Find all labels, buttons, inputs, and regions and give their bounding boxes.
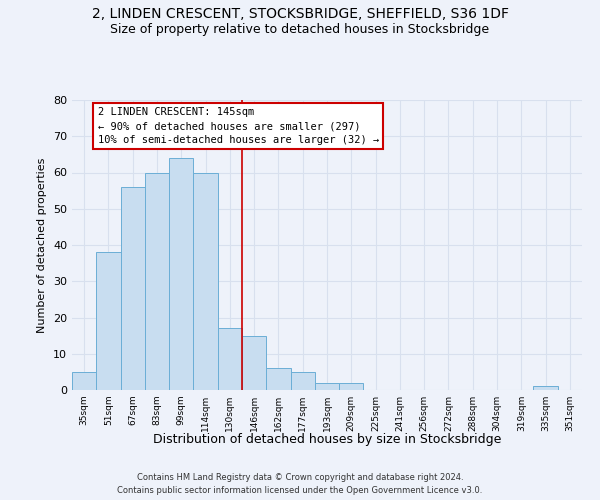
Y-axis label: Number of detached properties: Number of detached properties bbox=[37, 158, 47, 332]
Bar bbox=[72, 372, 96, 390]
Bar bbox=[339, 383, 364, 390]
Bar bbox=[121, 187, 145, 390]
Bar bbox=[145, 172, 169, 390]
Bar bbox=[315, 383, 339, 390]
Text: Size of property relative to detached houses in Stocksbridge: Size of property relative to detached ho… bbox=[110, 22, 490, 36]
Bar bbox=[96, 252, 121, 390]
Bar bbox=[266, 368, 290, 390]
Text: Distribution of detached houses by size in Stocksbridge: Distribution of detached houses by size … bbox=[153, 432, 501, 446]
Bar bbox=[533, 386, 558, 390]
Bar bbox=[193, 172, 218, 390]
Bar bbox=[169, 158, 193, 390]
Bar bbox=[218, 328, 242, 390]
Text: 2 LINDEN CRESCENT: 145sqm
← 90% of detached houses are smaller (297)
10% of semi: 2 LINDEN CRESCENT: 145sqm ← 90% of detac… bbox=[97, 108, 379, 146]
Text: Contains HM Land Registry data © Crown copyright and database right 2024.
Contai: Contains HM Land Registry data © Crown c… bbox=[118, 473, 482, 495]
Bar bbox=[290, 372, 315, 390]
Bar bbox=[242, 336, 266, 390]
Text: 2, LINDEN CRESCENT, STOCKSBRIDGE, SHEFFIELD, S36 1DF: 2, LINDEN CRESCENT, STOCKSBRIDGE, SHEFFI… bbox=[91, 8, 509, 22]
